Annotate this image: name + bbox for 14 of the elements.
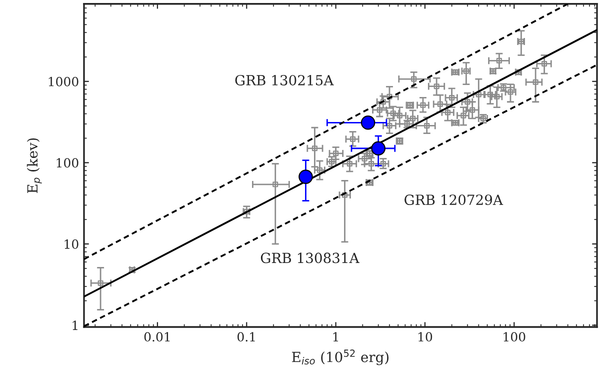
x-tick-label: 100 xyxy=(504,332,526,342)
y-tick-label: 1 xyxy=(72,320,78,330)
annotation: GRB 120729A xyxy=(404,194,504,206)
y-tick-label: 100 xyxy=(56,158,78,168)
annotation: GRB 130215A xyxy=(235,74,334,86)
y-axis-title: E$_{p}$ (kev) xyxy=(26,138,42,194)
x-tick-label: 1 xyxy=(333,332,338,342)
x-tick-label: 0.1 xyxy=(238,332,255,342)
y-tick-label: 10 xyxy=(64,239,78,249)
x-axis-title: E$_{iso}$ (10$^{52}$ erg) xyxy=(292,350,389,366)
x-tick-label: 10 xyxy=(418,332,432,342)
annotation: GRB 130831A xyxy=(260,252,360,264)
y-tick-label: 1000 xyxy=(48,76,78,86)
x-tick-label: 0.01 xyxy=(144,332,170,342)
